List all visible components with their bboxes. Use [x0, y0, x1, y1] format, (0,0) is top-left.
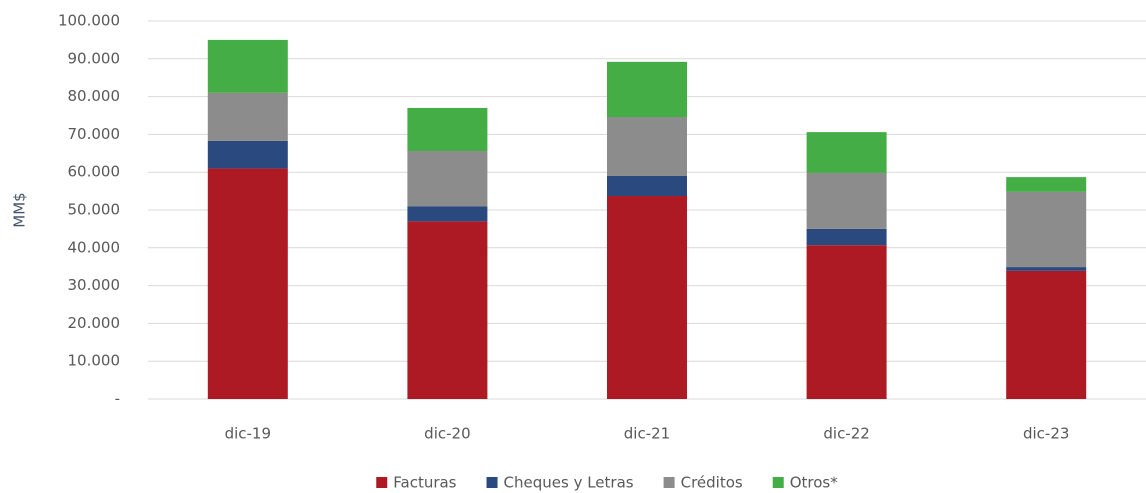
bar-segment [1006, 191, 1087, 268]
bar-segment [207, 39, 288, 93]
bar-segment [806, 245, 887, 399]
bar-segment [207, 92, 288, 141]
legend-swatch [772, 477, 784, 488]
x-tick-label: dic-20 [424, 425, 470, 443]
bar-segment [607, 196, 687, 399]
x-tick-label: dic-21 [624, 425, 670, 443]
bar-segment [407, 221, 488, 399]
y-tick-label: 20.000 [68, 314, 121, 332]
bar-segment [407, 107, 488, 152]
y-tick-label: 10.000 [68, 352, 121, 370]
bar-segment [1006, 267, 1087, 271]
x-tick-label: dic-23 [1023, 425, 1069, 443]
y-tick-label: 80.000 [68, 87, 121, 105]
bar-segment [806, 228, 887, 246]
bar-segment [207, 140, 288, 169]
bar-segment [1006, 270, 1087, 399]
y-tick-label: 40.000 [68, 238, 121, 256]
bar-segment [607, 117, 687, 176]
legend-label: Facturas [393, 474, 456, 492]
bar-segment [607, 175, 687, 197]
y-tick-label: 60.000 [68, 163, 121, 181]
bar-segment [1006, 177, 1087, 192]
legend-label: Cheques y Letras [504, 474, 634, 492]
bar-segment [806, 132, 887, 173]
legend-label: Créditos [681, 474, 743, 492]
bar-segment [407, 206, 488, 222]
legend-label: Otros* [790, 474, 839, 492]
x-tick-label: dic-19 [225, 425, 271, 443]
x-tick-label: dic-22 [823, 425, 869, 443]
legend-swatch [663, 477, 675, 488]
bar-segment [806, 172, 887, 229]
y-tick-label: 70.000 [68, 125, 121, 143]
y-tick-label: - [115, 390, 120, 408]
bar-segment [407, 151, 488, 207]
bar-segment [207, 168, 288, 399]
y-tick-label: 50.000 [68, 201, 121, 219]
y-axis-label: MM$ [11, 192, 29, 227]
legend-swatch [486, 477, 498, 488]
y-tick-label: 90.000 [68, 49, 121, 67]
legend-swatch [376, 477, 388, 488]
y-tick-label: 100.000 [58, 12, 120, 30]
bar-segment [607, 61, 687, 118]
y-tick-label: 30.000 [68, 276, 121, 294]
